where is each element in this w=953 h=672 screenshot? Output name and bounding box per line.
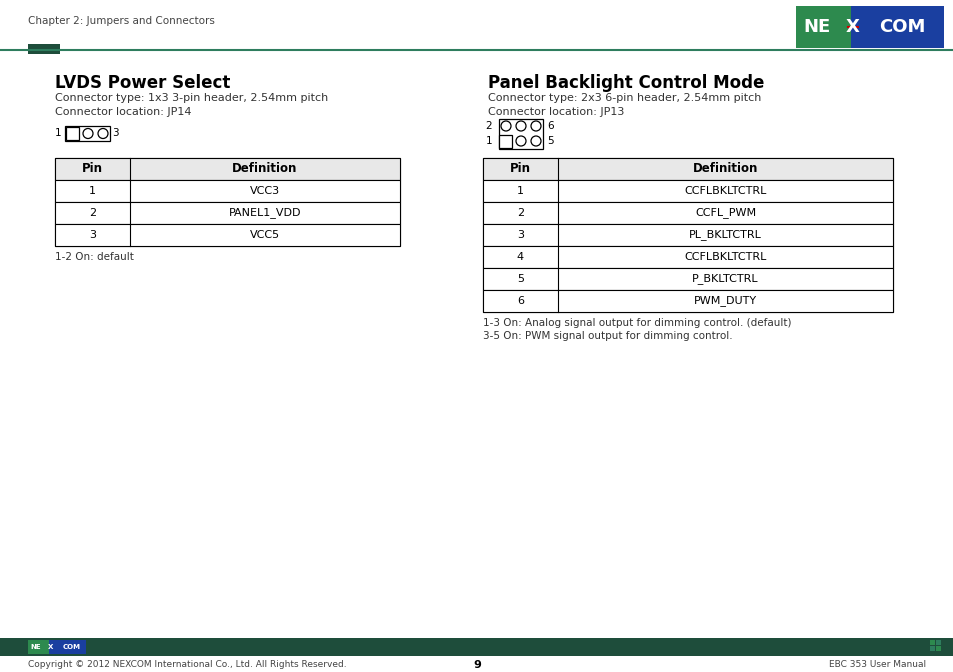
Bar <box>50 640 86 654</box>
Text: CCFLBKLTCTRL: CCFLBKLTCTRL <box>683 252 766 262</box>
Bar <box>498 118 542 149</box>
Text: 2: 2 <box>485 121 492 131</box>
Text: 3: 3 <box>517 230 523 240</box>
Text: 5: 5 <box>546 136 553 146</box>
Bar <box>55 158 399 180</box>
Text: CCFL_PWM: CCFL_PWM <box>694 208 756 218</box>
Text: Connector location: JP14: Connector location: JP14 <box>55 107 192 117</box>
Text: P_BKLTCTRL: P_BKLTCTRL <box>692 274 758 284</box>
Bar <box>55 158 399 246</box>
Bar <box>499 134 512 147</box>
Text: 2: 2 <box>89 208 96 218</box>
Text: PL_BKLTCTRL: PL_BKLTCTRL <box>688 230 761 241</box>
Text: Connector type: 1x3 3-pin header, 2.54mm pitch: Connector type: 1x3 3-pin header, 2.54mm… <box>55 93 328 103</box>
Bar <box>482 268 892 290</box>
Bar <box>482 224 892 246</box>
Text: Pin: Pin <box>510 163 531 175</box>
Text: PANEL1_VDD: PANEL1_VDD <box>229 208 301 218</box>
Bar <box>55 224 399 246</box>
Bar <box>929 646 934 651</box>
Text: NE: NE <box>30 644 41 650</box>
Bar <box>55 202 399 224</box>
Circle shape <box>516 121 525 131</box>
Circle shape <box>531 121 540 131</box>
Text: VCC3: VCC3 <box>250 186 280 196</box>
Text: 3: 3 <box>112 128 118 138</box>
Bar <box>935 640 940 645</box>
Text: 3: 3 <box>89 230 96 240</box>
Text: Pin: Pin <box>82 163 103 175</box>
Bar <box>482 290 892 312</box>
Text: 1: 1 <box>485 136 492 146</box>
Text: Copyright © 2012 NEXCOM International Co., Ltd. All Rights Reserved.: Copyright © 2012 NEXCOM International Co… <box>28 660 346 669</box>
Text: COM: COM <box>878 18 924 36</box>
Bar <box>67 127 79 140</box>
Text: 1-3 On: Analog signal output for dimming control. (default): 1-3 On: Analog signal output for dimming… <box>482 318 791 328</box>
Text: COM: COM <box>62 644 80 650</box>
Text: Panel Backlight Control Mode: Panel Backlight Control Mode <box>488 74 763 92</box>
Circle shape <box>500 121 511 131</box>
Bar <box>929 640 934 645</box>
Text: Connector type: 2x3 6-pin header, 2.54mm pitch: Connector type: 2x3 6-pin header, 2.54mm… <box>488 93 760 103</box>
Circle shape <box>98 128 108 138</box>
Bar <box>482 202 892 224</box>
Bar <box>482 158 892 180</box>
Text: 1: 1 <box>89 186 96 196</box>
Text: 4: 4 <box>517 252 523 262</box>
Text: Definition: Definition <box>692 163 758 175</box>
Text: LVDS Power Select: LVDS Power Select <box>55 74 230 92</box>
Text: X: X <box>48 644 53 650</box>
Text: EBC 353 User Manual: EBC 353 User Manual <box>828 660 925 669</box>
Bar <box>28 640 50 654</box>
Bar <box>0 638 953 656</box>
Text: 5: 5 <box>517 274 523 284</box>
Text: 1: 1 <box>54 128 61 138</box>
Text: 9: 9 <box>473 660 480 670</box>
Circle shape <box>83 128 92 138</box>
Bar <box>66 126 110 141</box>
Text: X: X <box>845 18 859 36</box>
Circle shape <box>531 136 540 146</box>
Bar <box>935 646 940 651</box>
Bar <box>482 180 892 202</box>
Bar <box>482 246 892 268</box>
Text: CCFLBKLTCTRL: CCFLBKLTCTRL <box>683 186 766 196</box>
Text: Definition: Definition <box>233 163 297 175</box>
Text: NE: NE <box>802 18 829 36</box>
Text: Connector location: JP13: Connector location: JP13 <box>488 107 623 117</box>
Bar <box>28 44 60 54</box>
Bar <box>795 6 850 48</box>
Text: VCC5: VCC5 <box>250 230 280 240</box>
Text: 1: 1 <box>517 186 523 196</box>
Text: 1-2 On: default: 1-2 On: default <box>55 252 133 262</box>
Bar <box>482 158 892 312</box>
Bar <box>850 6 943 48</box>
Text: 3-5 On: PWM signal output for dimming control.: 3-5 On: PWM signal output for dimming co… <box>482 331 732 341</box>
Bar <box>55 180 399 202</box>
Text: 6: 6 <box>517 296 523 306</box>
Circle shape <box>516 136 525 146</box>
Text: Chapter 2: Jumpers and Connectors: Chapter 2: Jumpers and Connectors <box>28 16 214 26</box>
Text: PWM_DUTY: PWM_DUTY <box>693 296 757 306</box>
Text: 2: 2 <box>517 208 523 218</box>
Text: 6: 6 <box>546 121 553 131</box>
